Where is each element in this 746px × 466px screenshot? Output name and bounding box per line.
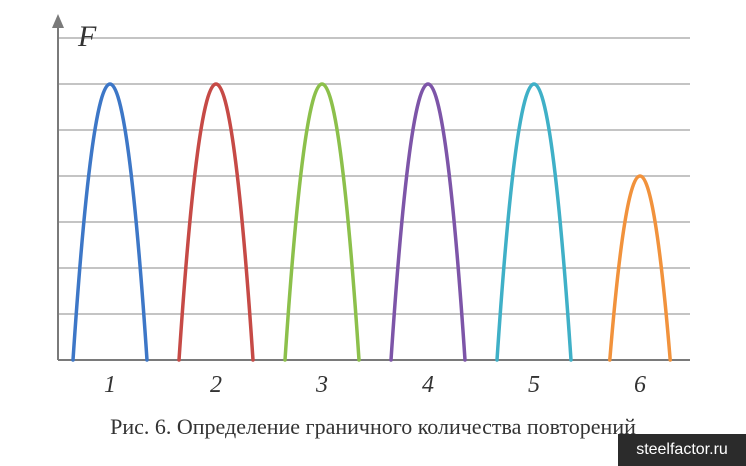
peaks (71, 82, 672, 362)
category-labels: 1 2 3 4 5 6 (104, 372, 646, 398)
category-label: 5 (528, 372, 540, 398)
peak-series-5 (495, 82, 573, 362)
category-label: 1 (104, 372, 116, 398)
category-label: 3 (315, 372, 328, 398)
figure-caption: Рис. 6. Определение граничного количеств… (110, 414, 636, 439)
peak-series-1 (71, 82, 149, 362)
gridlines (58, 37, 690, 361)
peak-series-3 (283, 82, 361, 362)
watermark: steelfactor.ru (618, 434, 746, 466)
chart: F 1 2 3 4 5 6 (52, 14, 690, 398)
category-label: 2 (210, 372, 222, 398)
category-label: 4 (422, 372, 434, 398)
peak-series-6 (608, 174, 672, 362)
peak-series-2 (177, 82, 255, 362)
y-axis-label: F (77, 20, 97, 53)
y-axis-arrow-icon (52, 14, 64, 28)
category-label: 6 (634, 372, 646, 398)
peak-series-4 (389, 82, 467, 362)
